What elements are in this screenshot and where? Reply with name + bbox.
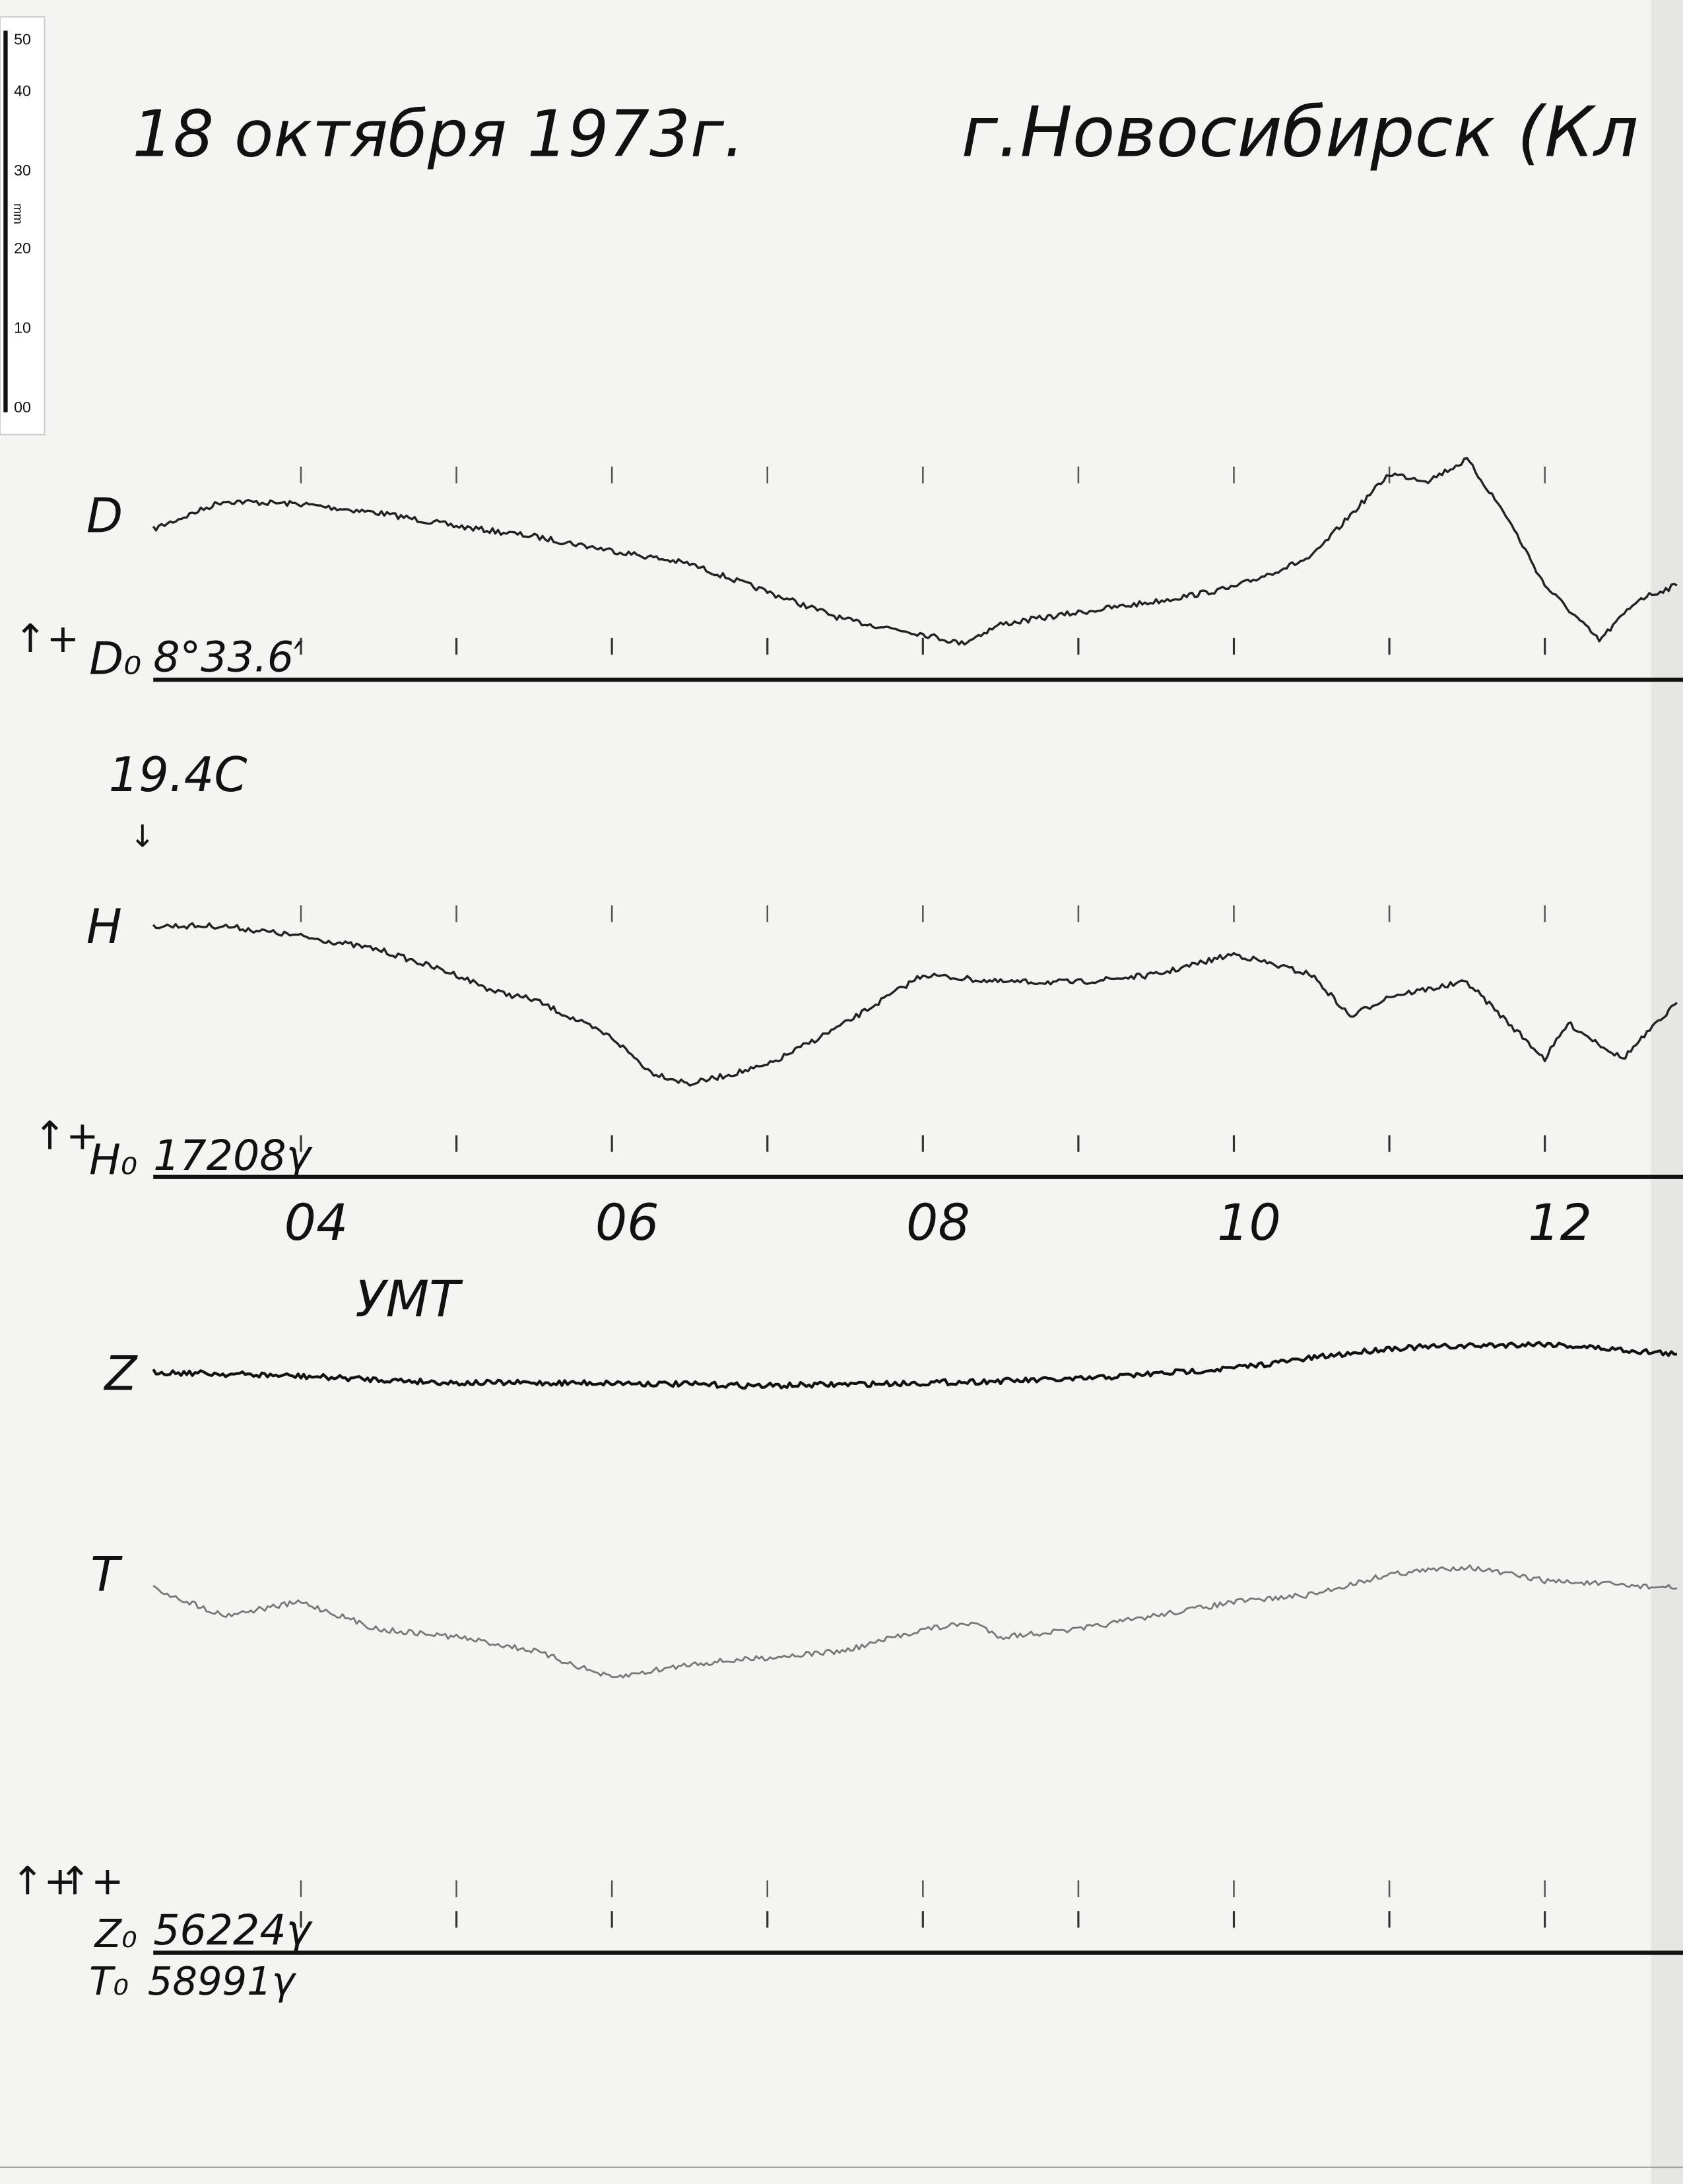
ruler-tick-50: 50 — [14, 31, 31, 48]
ruler-tick-20: 20 — [14, 240, 31, 257]
trace-label-z: Z — [103, 1346, 138, 1401]
temperature-note: 19.4C — [109, 747, 248, 802]
ruler-tick-10: 10 — [14, 319, 31, 337]
plus-arrow-h: ↑+ — [34, 1113, 99, 1159]
baseline-label-h: H₀ — [89, 1136, 137, 1184]
time-tick-label: 06 — [595, 1193, 659, 1252]
plus-arrow-t: ↑+ — [59, 1858, 124, 1904]
ruler-tick-00: 00 — [14, 399, 31, 416]
ruler-tick-40: 40 — [14, 82, 31, 100]
trace-label-h: H — [86, 899, 122, 954]
trace-t — [152, 1564, 1678, 1679]
time-tick-label: 10 — [1217, 1193, 1281, 1252]
panel-h — [152, 905, 1678, 1152]
baseline-label-z: Z₀ — [94, 1911, 137, 1956]
trace-label-d: D — [86, 488, 123, 543]
down-arrow-icon: ↓ — [129, 818, 155, 854]
panel-d — [152, 457, 1678, 655]
baseline-label-t: T₀ — [89, 1958, 129, 2004]
ruler-tick-30: 30 — [14, 162, 31, 179]
time-tick-label: 08 — [906, 1193, 970, 1252]
baseline-value-t: 58991γ — [148, 1958, 297, 2004]
station-title: г.Новосибирск (Кл — [962, 91, 1639, 172]
trace-label-t: T — [90, 1547, 123, 1602]
baseline-label-d: D₀ — [89, 633, 141, 685]
paper-edge-shadow — [1651, 0, 1683, 2184]
baseline-value-h: 17208γ — [153, 1131, 313, 1180]
time-unit-label: УМТ — [355, 1269, 463, 1328]
trace-h — [152, 922, 1678, 1087]
trace-d — [152, 457, 1678, 646]
ruler-unit: mm — [11, 203, 24, 224]
mm-ruler: 50 40 30 mm 20 10 00 — [0, 16, 46, 435]
time-axis: 04 06 08 10 12 — [284, 1193, 1592, 1252]
trace-z — [152, 1341, 1678, 1390]
panel-zt — [152, 1341, 1678, 1928]
baseline-value-d: 8°33.6′ — [153, 633, 303, 682]
date-title: 18 октября 1973г. — [133, 96, 744, 171]
time-tick-label: 04 — [284, 1193, 348, 1252]
time-tick-label: 12 — [1528, 1193, 1592, 1252]
plus-arrow-d: ↑+ — [14, 616, 79, 661]
baseline-value-z: 56224γ — [153, 1906, 313, 1954]
plus-arrow-z: ↑+ — [11, 1858, 77, 1904]
